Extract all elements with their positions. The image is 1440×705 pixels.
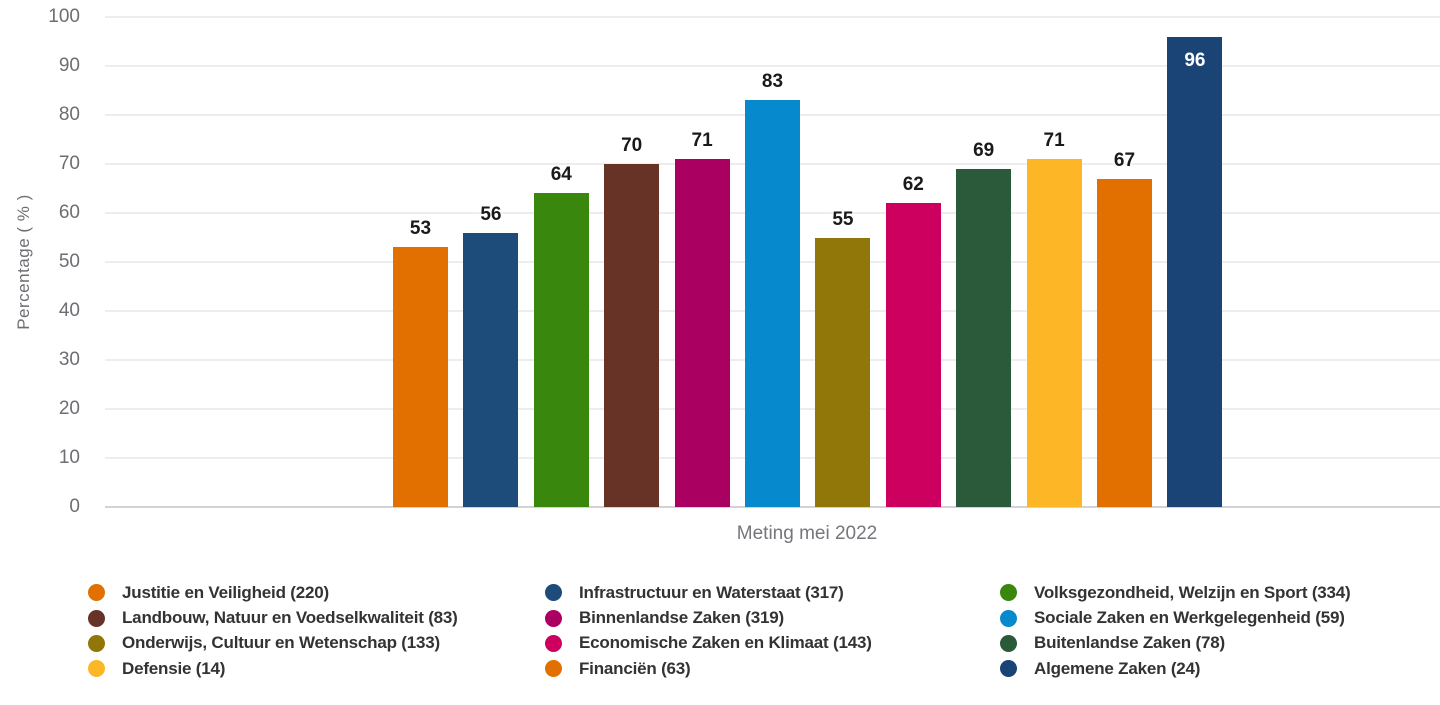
- y-tick-label: 50: [58, 251, 80, 272]
- legend-color-dot-icon: [545, 584, 562, 602]
- gridline: [105, 65, 1440, 67]
- y-tick-label: 70: [58, 153, 80, 174]
- bar-value-label: 69: [973, 139, 995, 161]
- bar-value-label: 55: [832, 208, 854, 230]
- legend-item-label: Defensie (14): [122, 658, 226, 678]
- y-tick-label: 100: [48, 6, 80, 27]
- chart-legend: Justitie en Veiligheid (220) Infrastructu…: [88, 580, 1351, 682]
- legend-item[interactable]: Landbouw, Natuur en Voedselkwaliteit (83…: [88, 608, 545, 628]
- legend-color-dot-icon: [88, 584, 105, 602]
- bar-value-label: 53: [409, 218, 432, 240]
- bar-value-label: 96: [1184, 49, 1206, 71]
- legend-color-dot-icon: [545, 634, 562, 652]
- legend-item-label: Infrastructuur en Waterstaat (317): [579, 582, 844, 602]
- y-tick-label: 20: [58, 398, 80, 419]
- legend-item-label: Justitie en Veiligheid (220): [122, 582, 329, 602]
- bar-value-label: 71: [691, 130, 713, 152]
- legend-item[interactable]: Onderwijs, Cultuur en Wetenschap (133): [88, 633, 545, 653]
- bar[interactable]: [885, 203, 941, 507]
- y-tick-label: 90: [58, 55, 80, 76]
- legend-item[interactable]: Defensie (14): [88, 659, 545, 679]
- legend-item-label: Algemene Zaken (24): [1034, 658, 1201, 678]
- bar[interactable]: [1167, 36, 1223, 507]
- y-tick-label: 60: [58, 202, 80, 223]
- bar-value-label: 67: [1113, 149, 1136, 171]
- y-tick-label: 30: [58, 349, 80, 370]
- legend-item[interactable]: Financiën (63): [545, 659, 1000, 679]
- legend-item[interactable]: Sociale Zaken en Werkgelegenheid (59): [1000, 608, 1351, 628]
- legend-color-dot-icon: [1000, 660, 1017, 678]
- legend-color-dot-icon: [1000, 609, 1017, 627]
- legend-item-label: Financiën (63): [579, 658, 691, 678]
- gridline: [105, 16, 1440, 18]
- bar-value-label: 71: [1043, 130, 1065, 152]
- bar[interactable]: [1026, 159, 1082, 507]
- legend-item[interactable]: Buitenlandse Zaken (78): [1000, 633, 1351, 653]
- bar[interactable]: [956, 168, 1012, 507]
- x-axis-category-label: Meting mei 2022: [736, 523, 878, 544]
- bar[interactable]: [674, 159, 730, 507]
- legend-item-label: Economische Zaken en Klimaat (143): [579, 633, 872, 653]
- bar[interactable]: [393, 247, 448, 507]
- legend-item[interactable]: Binnenlandse Zaken (319): [545, 608, 1000, 628]
- legend-color-dot-icon: [545, 609, 562, 627]
- y-tick-label: 10: [58, 447, 80, 468]
- legend-color-dot-icon: [1000, 584, 1017, 602]
- bar[interactable]: [604, 164, 660, 507]
- legend-color-dot-icon: [1000, 634, 1017, 652]
- legend-item[interactable]: Justitie en Veiligheid (220): [88, 583, 545, 603]
- legend-item[interactable]: Algemene Zaken (24): [1000, 659, 1351, 679]
- legend-item[interactable]: Economische Zaken en Klimaat (143): [545, 633, 1000, 653]
- bar-value-label: 83: [761, 71, 784, 93]
- bar-value-label: 62: [902, 174, 924, 196]
- legend-color-dot-icon: [88, 609, 105, 627]
- bar[interactable]: [463, 232, 519, 507]
- y-tick-label: 40: [58, 300, 80, 321]
- legend-item-label: Buitenlandse Zaken (78): [1034, 633, 1225, 653]
- legend-color-dot-icon: [88, 660, 105, 678]
- bar-value-label: 56: [480, 203, 502, 225]
- legend-color-dot-icon: [88, 634, 105, 652]
- legend-item[interactable]: Infrastructuur en Waterstaat (317): [545, 583, 1000, 603]
- bar[interactable]: [1097, 178, 1152, 507]
- legend-item-label: Onderwijs, Cultuur en Wetenschap (133): [122, 633, 440, 653]
- legend-item-label: Volksgezondheid, Welzijn en Sport (334): [1034, 582, 1351, 602]
- bar[interactable]: [533, 193, 589, 507]
- y-tick-label: 0: [69, 496, 80, 517]
- bar[interactable]: [815, 237, 871, 507]
- legend-item-label: Binnenlandse Zaken (319): [579, 608, 784, 628]
- legend-item-label: Landbouw, Natuur en Voedselkwaliteit (83…: [122, 608, 458, 628]
- legend-item[interactable]: Volksgezondheid, Welzijn en Sport (334): [1000, 583, 1351, 603]
- bar[interactable]: [745, 100, 800, 507]
- y-tick-label: 80: [58, 104, 80, 125]
- legend-color-dot-icon: [545, 660, 562, 678]
- x-axis-baseline: [105, 506, 1440, 508]
- bar-value-label: 64: [550, 164, 572, 186]
- legend-item-label: Sociale Zaken en Werkgelegenheid (59): [1034, 608, 1345, 628]
- bar-value-label: 70: [621, 135, 643, 156]
